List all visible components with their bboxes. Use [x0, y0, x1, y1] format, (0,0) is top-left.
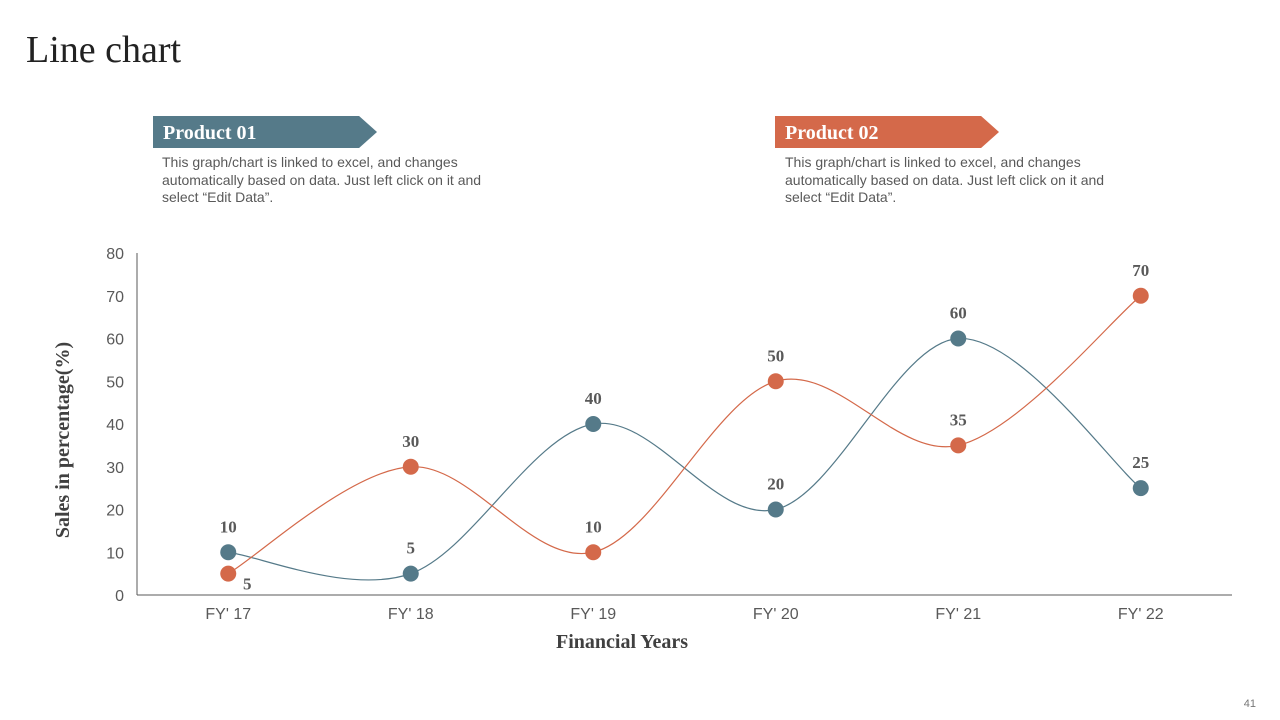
- y-tick-label: 10: [106, 545, 124, 562]
- product-01-description: This graph/chart is linked to excel, and…: [162, 154, 482, 205]
- data-point: [585, 416, 602, 432]
- x-tick-label: FY' 21: [935, 606, 981, 623]
- data-point: [1132, 480, 1149, 497]
- data-label: 50: [767, 346, 784, 365]
- page-title: Line chart: [26, 29, 182, 71]
- y-tick-label: 0: [115, 588, 124, 605]
- data-label: 10: [220, 517, 237, 536]
- data-label: 20: [767, 475, 784, 494]
- data-label: 60: [950, 304, 967, 323]
- y-tick-label: 80: [106, 246, 124, 263]
- x-tick-label: FY' 20: [753, 606, 799, 623]
- x-tick-label: FY' 17: [205, 606, 251, 623]
- data-point: [950, 330, 967, 347]
- series-line-2: [227, 295, 1142, 575]
- data-label: 40: [585, 389, 602, 408]
- series-line-1: [228, 337, 1142, 581]
- y-tick-label: 70: [106, 289, 124, 306]
- page-number: 41: [1243, 698, 1256, 710]
- data-label: 5: [407, 539, 416, 558]
- product-02-banner: Product 02: [775, 116, 999, 148]
- y-tick-label: 60: [106, 332, 124, 349]
- y-tick-label: 50: [106, 374, 124, 391]
- y-tick-label: 30: [106, 460, 124, 477]
- data-label: 30: [402, 432, 419, 451]
- data-point: [950, 437, 967, 454]
- y-tick-label: 40: [106, 417, 124, 434]
- data-point: [220, 565, 237, 582]
- y-axis-title: Sales in percentage(%): [52, 342, 74, 538]
- data-point: [585, 544, 602, 561]
- data-point: [402, 565, 419, 582]
- x-axis-title: Financial Years: [556, 631, 688, 653]
- y-tick-label: 20: [106, 503, 124, 520]
- data-label: 35: [950, 410, 967, 429]
- x-tick-label: FY' 22: [1118, 606, 1164, 623]
- data-label: 70: [1132, 261, 1149, 280]
- product-01-banner: Product 01: [153, 116, 377, 148]
- data-point: [402, 458, 419, 475]
- data-point: [1132, 287, 1149, 304]
- x-tick-label: FY' 19: [570, 606, 616, 623]
- product-02-description: This graph/chart is linked to excel, and…: [785, 154, 1105, 205]
- data-point: [220, 544, 237, 561]
- data-label: 25: [1132, 453, 1149, 472]
- data-label: 10: [585, 517, 602, 536]
- data-point: [767, 373, 784, 390]
- data-point: [767, 501, 784, 518]
- data-label: 5: [243, 575, 252, 594]
- x-tick-label: FY' 18: [388, 606, 434, 623]
